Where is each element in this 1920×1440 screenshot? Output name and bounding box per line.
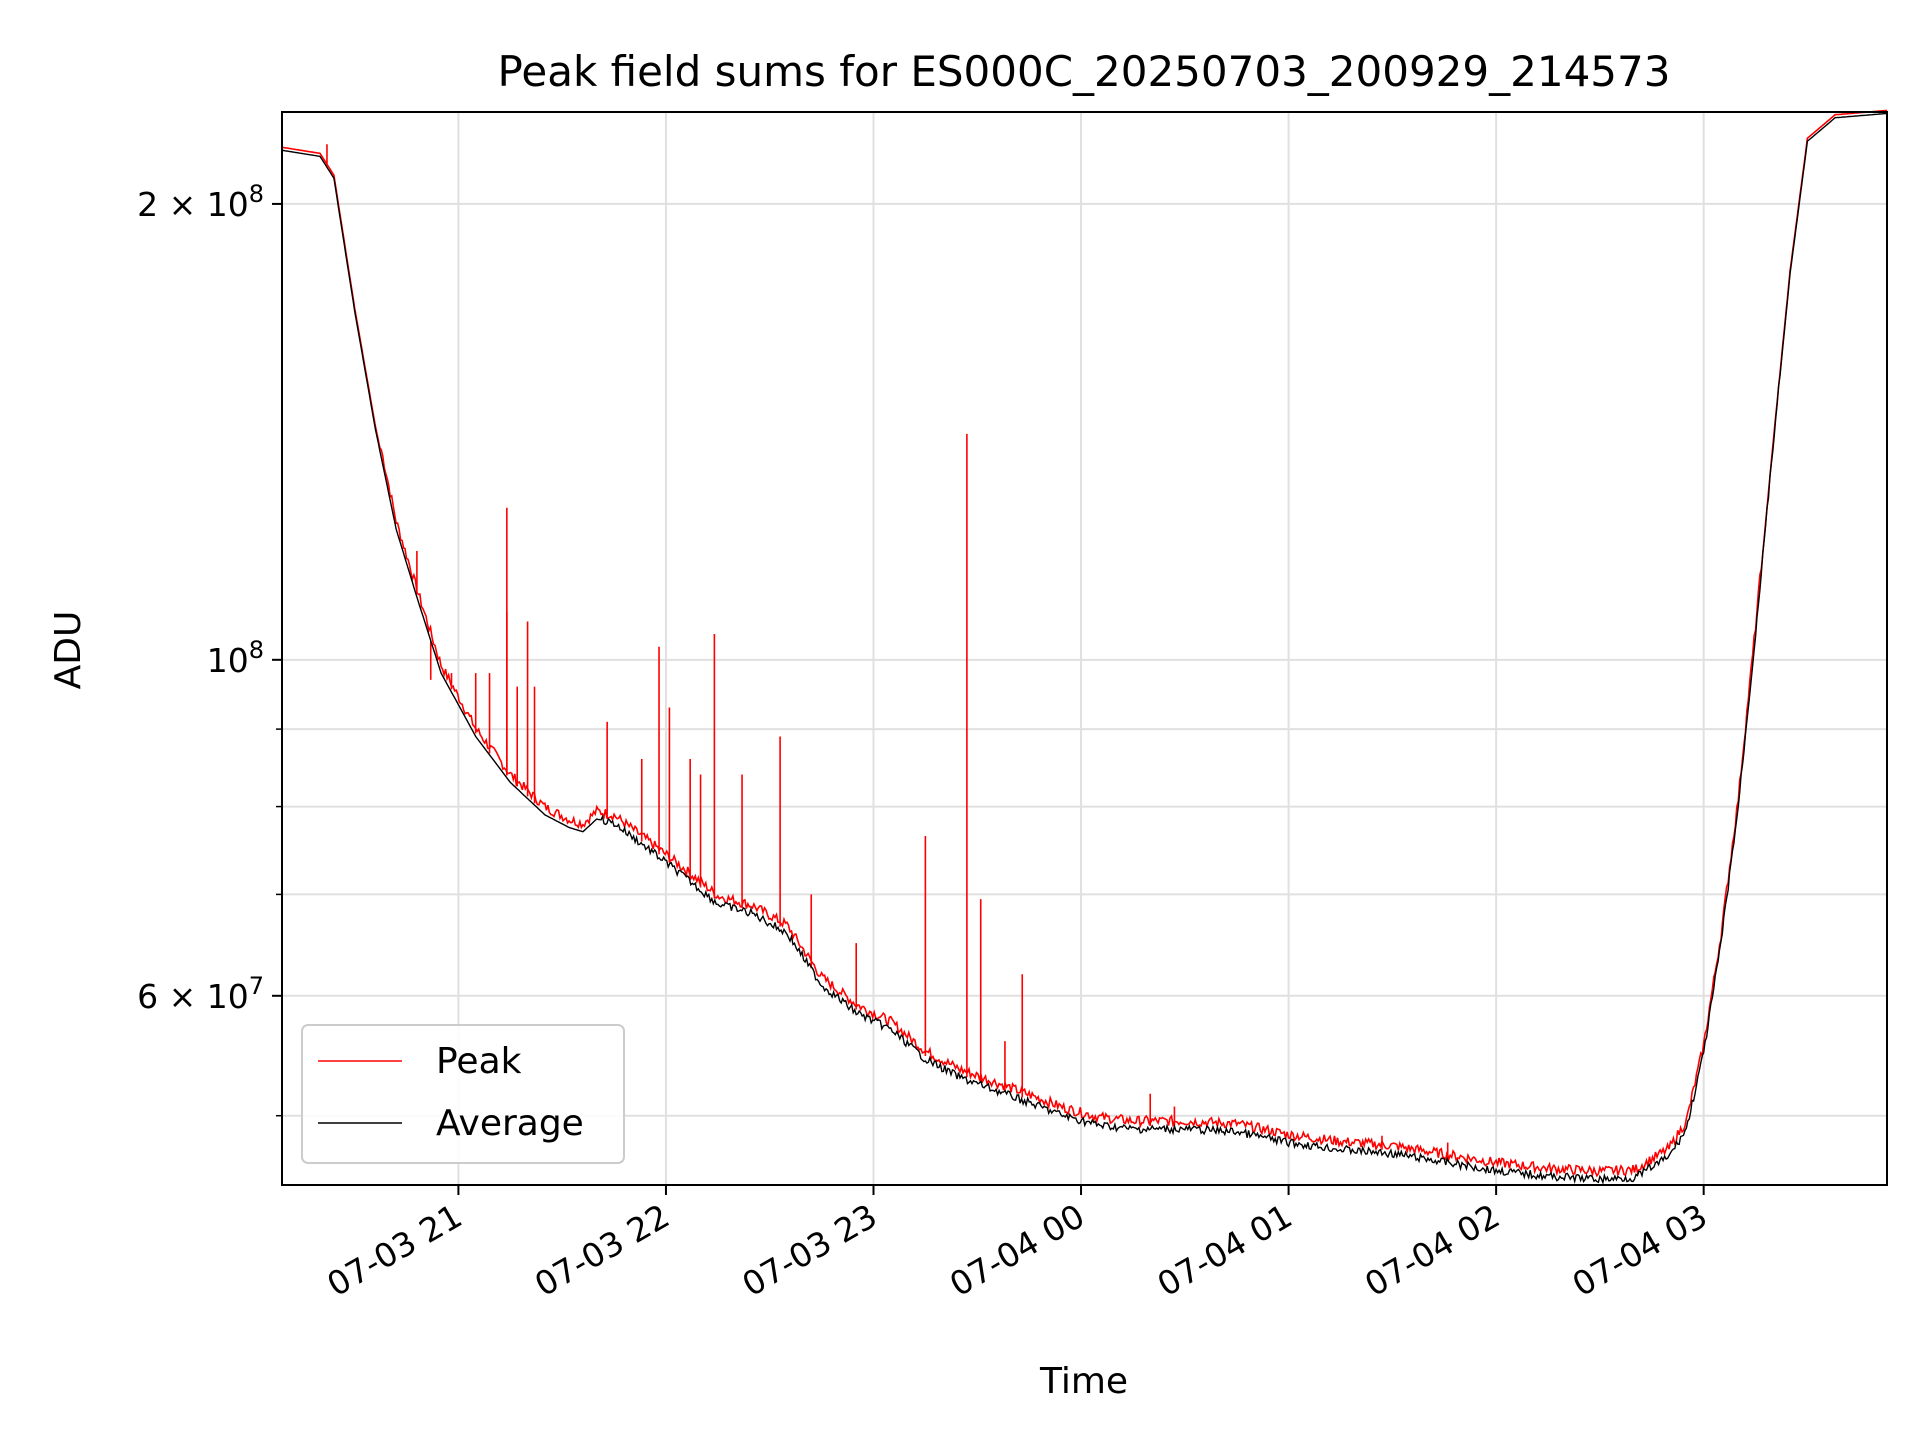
legend: Peak Average <box>301 1024 625 1164</box>
y-tick-label: 6 × 107 <box>137 972 264 1016</box>
plot-frame <box>281 111 1888 1186</box>
chart-title: Peak field sums for ES000C_20250703_2009… <box>498 47 1671 96</box>
legend-label-peak: Peak <box>436 1041 522 1082</box>
series-layer <box>281 109 1888 1185</box>
x-axis-label: Time <box>1039 1361 1128 1402</box>
y-axis-label: ADU <box>48 611 89 690</box>
average-series-line <box>281 112 1888 1185</box>
peak-series-line <box>281 109 1888 1178</box>
legend-label-average: Average <box>436 1103 584 1144</box>
legend-box <box>301 1024 625 1164</box>
y-tick-label: 2 × 108 <box>137 180 264 224</box>
grid <box>282 112 1887 1185</box>
